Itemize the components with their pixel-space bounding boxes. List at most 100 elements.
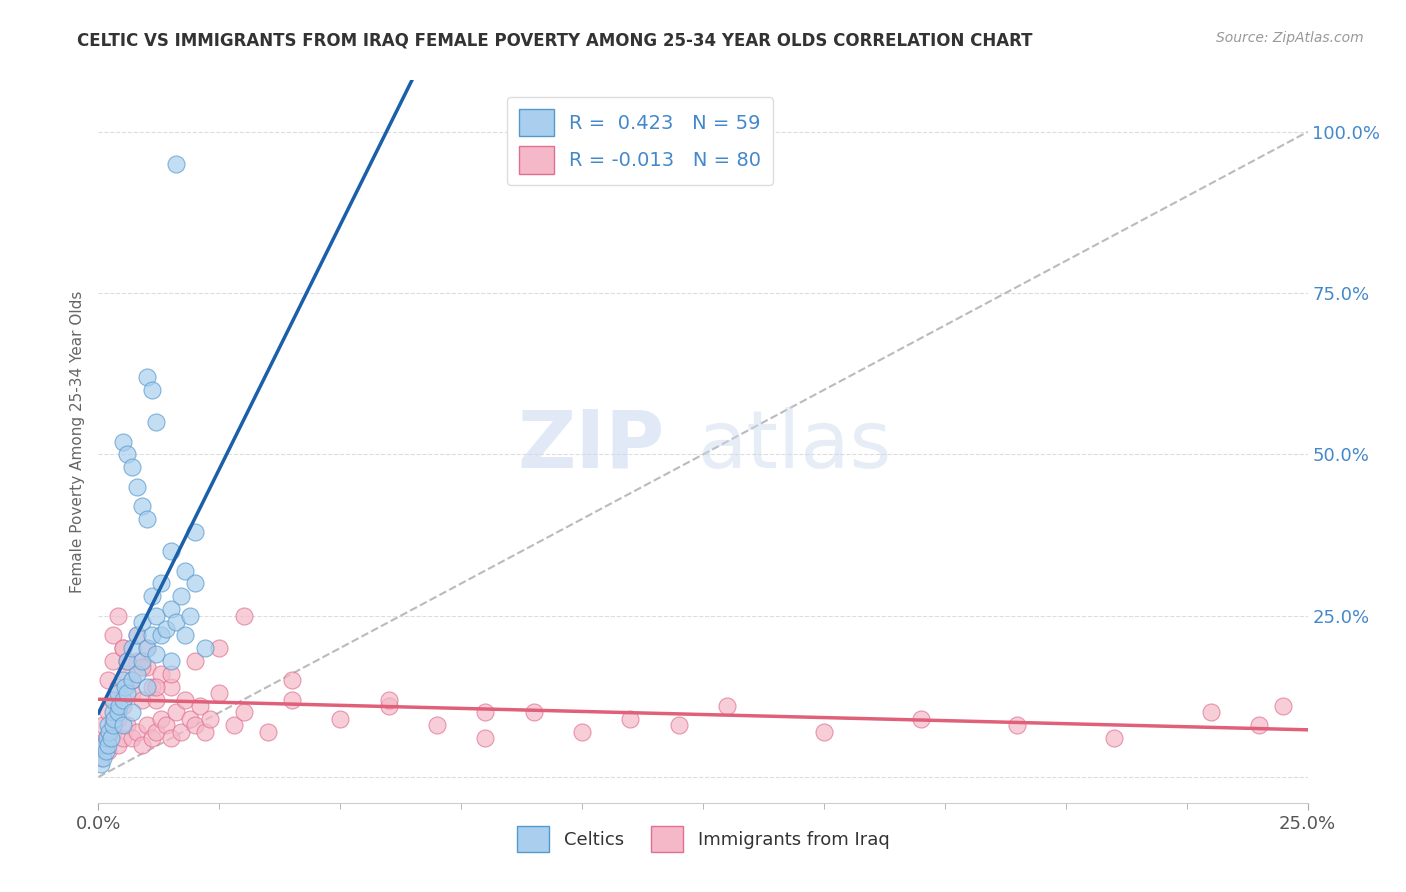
Point <box>169 590 191 604</box>
Point <box>619 712 641 726</box>
Point <box>111 434 134 449</box>
Point <box>107 686 129 700</box>
Point <box>111 640 134 655</box>
Point <box>165 706 187 720</box>
Point <box>131 654 153 668</box>
Point <box>107 699 129 714</box>
Point <box>1007 718 1029 732</box>
Point <box>1102 731 1125 746</box>
Point <box>121 460 143 475</box>
Point <box>813 724 835 739</box>
Point <box>141 680 163 694</box>
Point <box>131 499 153 513</box>
Point <box>117 447 139 461</box>
Point <box>117 654 139 668</box>
Point <box>117 718 139 732</box>
Point <box>100 731 122 746</box>
Point <box>1272 699 1295 714</box>
Point <box>131 738 153 752</box>
Point <box>474 731 496 746</box>
Point <box>165 157 187 171</box>
Point <box>121 731 143 746</box>
Point <box>101 692 124 706</box>
Point <box>174 692 197 706</box>
Point <box>184 524 207 539</box>
Point <box>98 724 121 739</box>
Point <box>111 718 134 732</box>
Point <box>94 744 117 758</box>
Point <box>101 628 124 642</box>
Point <box>117 654 139 668</box>
Point <box>155 622 177 636</box>
Point <box>131 615 153 630</box>
Text: atlas: atlas <box>697 407 891 485</box>
Point <box>571 724 593 739</box>
Point <box>97 706 120 720</box>
Point <box>281 692 304 706</box>
Point <box>107 738 129 752</box>
Point <box>93 738 115 752</box>
Point <box>121 640 143 655</box>
Point <box>184 718 207 732</box>
Point <box>135 640 157 655</box>
Point <box>121 706 143 720</box>
Point <box>127 666 149 681</box>
Text: Source: ZipAtlas.com: Source: ZipAtlas.com <box>1216 31 1364 45</box>
Point <box>96 731 118 746</box>
Point <box>150 628 173 642</box>
Point <box>256 724 278 739</box>
Point <box>117 686 139 700</box>
Point <box>194 724 217 739</box>
Point <box>90 757 112 772</box>
Point <box>111 673 134 688</box>
Point <box>184 654 207 668</box>
Point <box>101 654 124 668</box>
Y-axis label: Female Poverty Among 25-34 Year Olds: Female Poverty Among 25-34 Year Olds <box>69 291 84 592</box>
Point <box>111 640 134 655</box>
Point <box>135 680 157 694</box>
Point <box>127 654 149 668</box>
Point <box>141 628 163 642</box>
Point <box>127 480 149 494</box>
Point <box>107 608 129 623</box>
Point <box>160 680 183 694</box>
Point <box>101 724 124 739</box>
Point <box>232 608 254 623</box>
Point <box>94 731 117 746</box>
Point <box>281 673 304 688</box>
Point <box>121 686 143 700</box>
Point <box>97 744 120 758</box>
Point <box>101 718 124 732</box>
Point <box>91 718 114 732</box>
Point <box>131 660 153 674</box>
Point <box>91 750 114 764</box>
Point <box>107 680 129 694</box>
Point <box>208 640 231 655</box>
Point <box>329 712 352 726</box>
Point <box>141 731 163 746</box>
Point <box>150 712 173 726</box>
Point <box>208 686 231 700</box>
Point <box>145 724 167 739</box>
Point <box>716 699 738 714</box>
Point <box>179 608 201 623</box>
Point <box>377 699 399 714</box>
Point <box>107 712 129 726</box>
Point <box>155 718 177 732</box>
Point <box>145 680 167 694</box>
Point <box>135 640 157 655</box>
Point <box>232 706 254 720</box>
Point <box>111 699 134 714</box>
Point <box>160 731 183 746</box>
Point <box>111 731 134 746</box>
Point <box>668 718 690 732</box>
Legend: Celtics, Immigrants from Iraq: Celtics, Immigrants from Iraq <box>509 819 897 859</box>
Point <box>135 370 157 384</box>
Point <box>910 712 932 726</box>
Point <box>174 628 197 642</box>
Point <box>111 692 134 706</box>
Point <box>90 750 112 764</box>
Point <box>141 383 163 397</box>
Point <box>97 673 120 688</box>
Point <box>135 660 157 674</box>
